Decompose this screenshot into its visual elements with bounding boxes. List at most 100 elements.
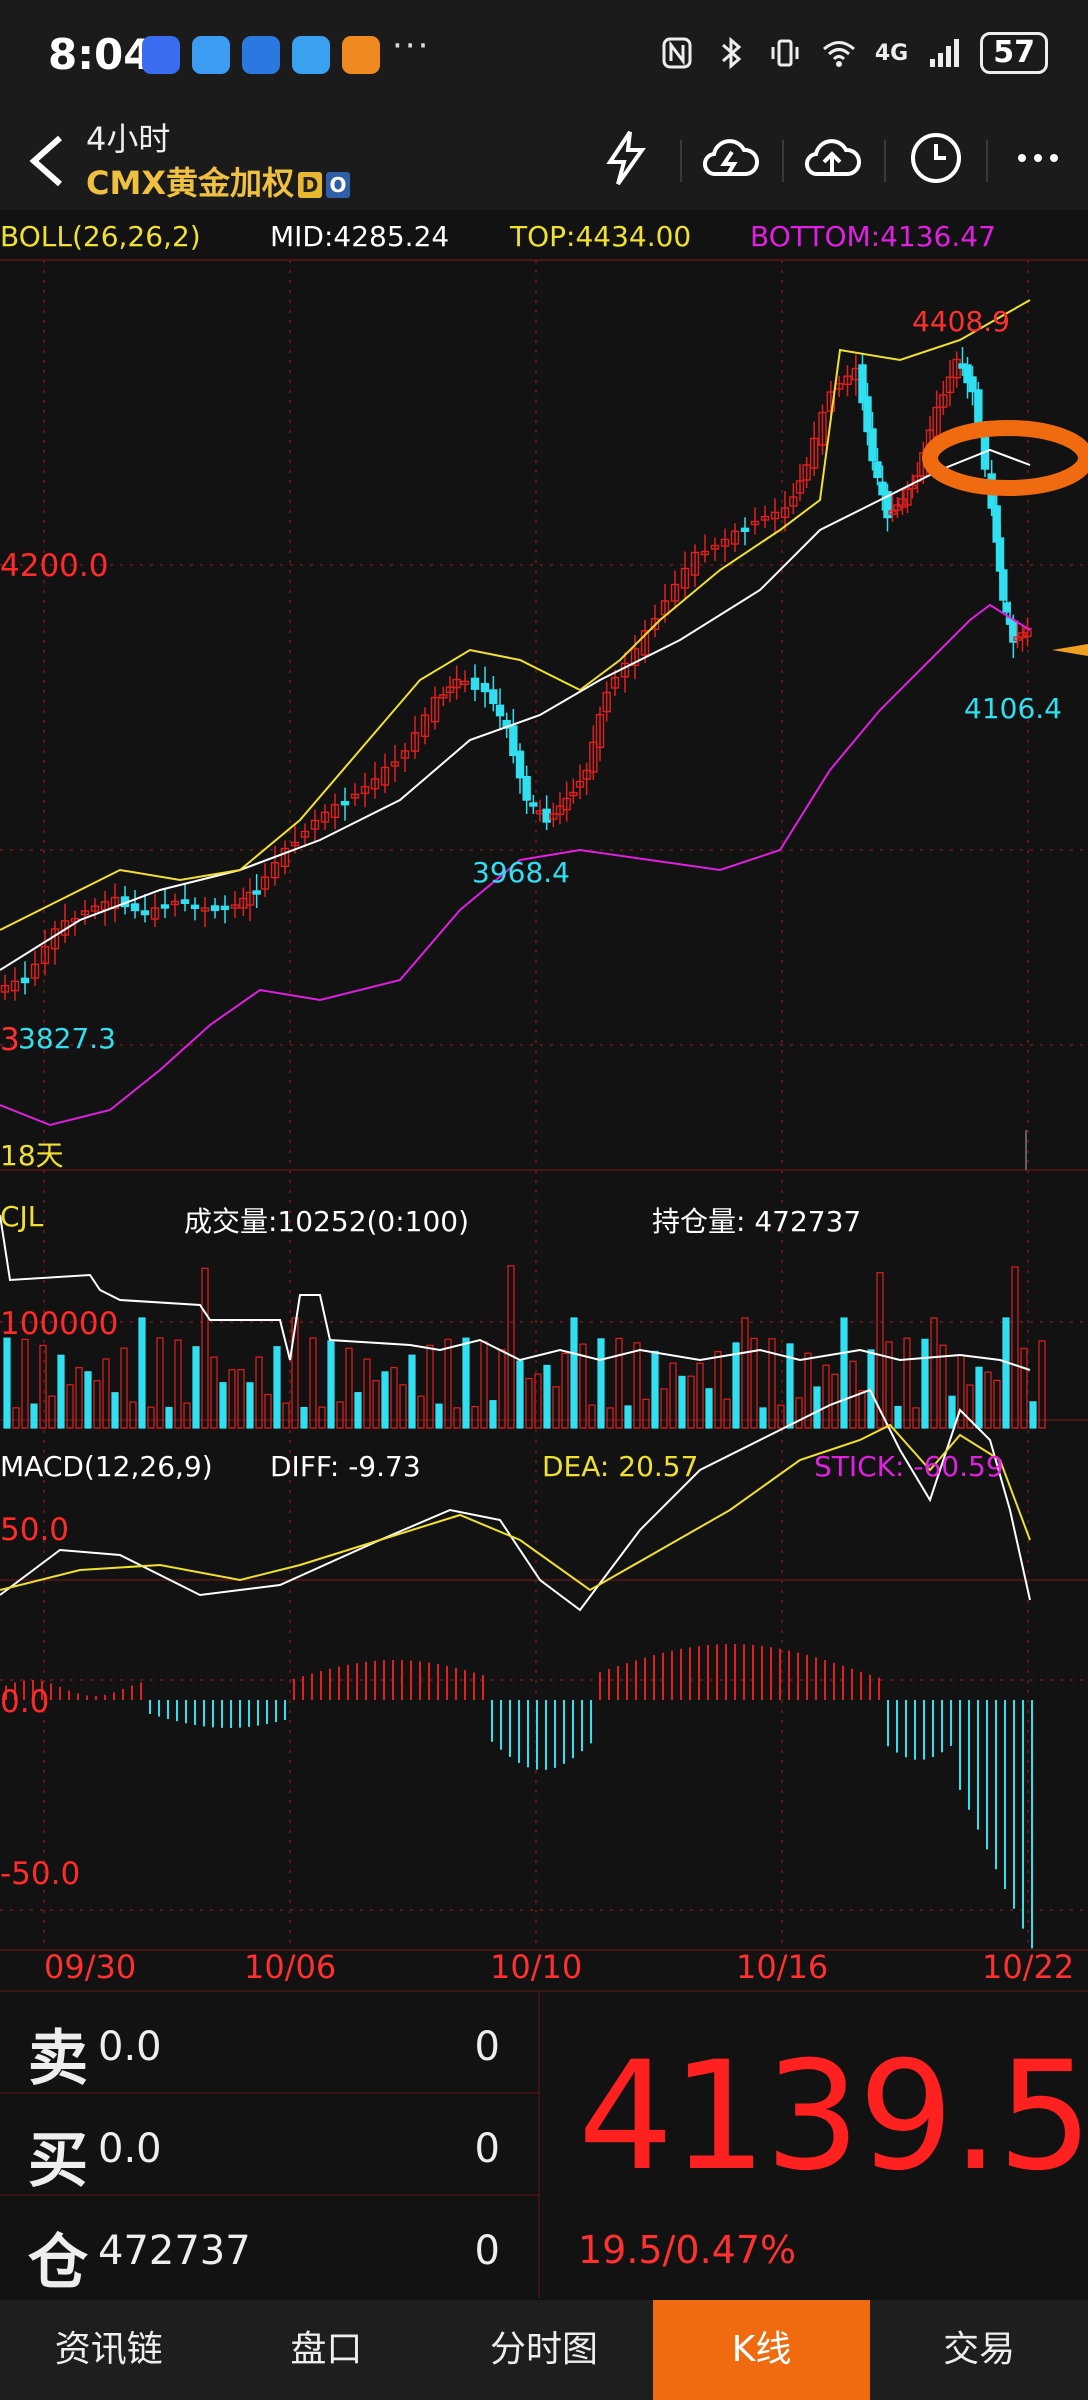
volume-bar — [102, 1358, 110, 1429]
volume-bar — [786, 1343, 794, 1429]
volume-bar — [129, 1401, 137, 1429]
volume-bar — [1038, 1340, 1046, 1429]
volume-bar — [543, 1364, 551, 1429]
candlesticks — [0, 347, 1032, 1001]
volume-bar — [876, 1272, 884, 1429]
clock-icon[interactable] — [906, 128, 966, 188]
candle-body — [760, 515, 770, 521]
volume-bar — [840, 1317, 848, 1429]
candle-body — [710, 544, 720, 550]
candle-body — [589, 741, 598, 773]
volume-bar — [300, 1406, 308, 1429]
volume-bar — [354, 1392, 362, 1429]
baidu-app-icon — [142, 36, 180, 74]
tab-trade[interactable]: 交易 — [943, 2329, 1016, 2370]
candle-body — [260, 876, 270, 890]
volume-bar — [606, 1407, 614, 1429]
candle-body — [370, 778, 380, 790]
instrument-name[interactable]: CMX黄金加权 D O — [86, 158, 351, 204]
bottom-tab-bar: 资讯链 盘口 分时图 K线 交易 — [0, 2300, 1088, 2400]
candle-body — [908, 484, 917, 490]
candle-body — [640, 630, 650, 656]
volume-bar — [912, 1407, 920, 1429]
timeframe-label[interactable]: 4小时 — [86, 120, 171, 158]
tab-intraday[interactable]: 分时图 — [489, 2329, 598, 2370]
candle-body — [575, 780, 585, 788]
volume-bar — [30, 1403, 38, 1429]
volume-bar — [741, 1317, 749, 1429]
volume-bar — [255, 1356, 263, 1429]
macd-panel — [0, 1388, 1033, 1949]
candle-body — [0, 984, 10, 993]
sell-qty: 0 — [474, 2024, 500, 2070]
volume-bar — [435, 1403, 443, 1429]
volume-bar — [858, 1390, 866, 1429]
boll-top: TOP:4434.00 — [510, 220, 692, 253]
volume-bar — [201, 1267, 209, 1429]
candle-body — [380, 766, 390, 786]
video-app-icon — [342, 36, 380, 74]
candle-body — [995, 537, 1005, 572]
volume-label: CJL — [0, 1200, 44, 1233]
kline-chart[interactable] — [0, 210, 1088, 1990]
volume-bar — [696, 1362, 704, 1429]
candle-body — [460, 680, 470, 686]
volume-bar — [507, 1265, 515, 1429]
buy-label: 买 — [28, 2126, 88, 2196]
candle-body — [700, 550, 710, 556]
candle-body — [780, 507, 790, 519]
price-change: 19.5/0.47% — [578, 2228, 797, 2272]
macd-label: MACD(12,26,9) — [0, 1450, 213, 1483]
candle-body — [602, 691, 611, 713]
candle-body — [740, 527, 750, 533]
more-menu-icon[interactable] — [1008, 128, 1068, 188]
volume-bar — [273, 1346, 281, 1429]
candle-body — [610, 676, 620, 689]
candle-body — [809, 437, 819, 469]
tab-kline[interactable]: K线 — [652, 2300, 871, 2400]
position-row: 仓 472737 0 — [0, 2196, 540, 2298]
volume-bar — [795, 1397, 803, 1429]
volume-bar — [1011, 1266, 1019, 1429]
price-axis-cut-label: 3 — [0, 1022, 20, 1058]
volume-bar — [525, 1377, 533, 1429]
candle-body — [452, 678, 461, 689]
macd-stick: STICK: -60.59 — [814, 1450, 1004, 1483]
volume-bar — [1029, 1401, 1037, 1429]
candle-body — [549, 813, 558, 820]
instrument-title: CMX黄金加权 — [86, 164, 295, 202]
candle-body — [230, 904, 240, 909]
volume-bar — [363, 1358, 371, 1429]
volume-bar — [534, 1373, 542, 1429]
candle-body — [542, 808, 551, 823]
volume-bar — [147, 1406, 155, 1429]
volume-bar — [372, 1380, 380, 1429]
cloud-upload-icon[interactable] — [802, 128, 862, 188]
volume-bar — [651, 1350, 659, 1429]
tab-order-book[interactable]: 盘口 — [290, 2329, 363, 2370]
volume-bar — [183, 1402, 191, 1429]
candle-body — [858, 364, 867, 404]
candle-body — [140, 910, 150, 916]
volume-bar — [21, 1338, 29, 1429]
cloud-sync-icon[interactable] — [700, 128, 760, 188]
volume-bar — [444, 1338, 452, 1429]
position-qty: 0 — [474, 2228, 500, 2274]
volume-bar — [156, 1337, 164, 1429]
lightning-icon[interactable] — [596, 128, 656, 188]
signal-icon — [930, 39, 960, 67]
candle-body — [280, 847, 290, 868]
back-arrow-icon[interactable] — [22, 132, 70, 190]
candle-body — [843, 375, 852, 386]
header-bar: 4小时 CMX黄金加权 D O — [0, 110, 1088, 210]
volume-bar — [426, 1344, 434, 1429]
candle-body — [390, 761, 400, 767]
candle-body — [770, 511, 780, 520]
volume-bar — [948, 1395, 956, 1429]
volume-bar — [291, 1317, 299, 1429]
volume-bar — [93, 1380, 101, 1429]
tab-news-chain[interactable]: 资讯链 — [54, 2329, 163, 2370]
more-notifications-icon: ··· — [392, 26, 431, 66]
candle-body — [360, 785, 370, 795]
date-label-0: 09/30 — [44, 1948, 137, 1986]
